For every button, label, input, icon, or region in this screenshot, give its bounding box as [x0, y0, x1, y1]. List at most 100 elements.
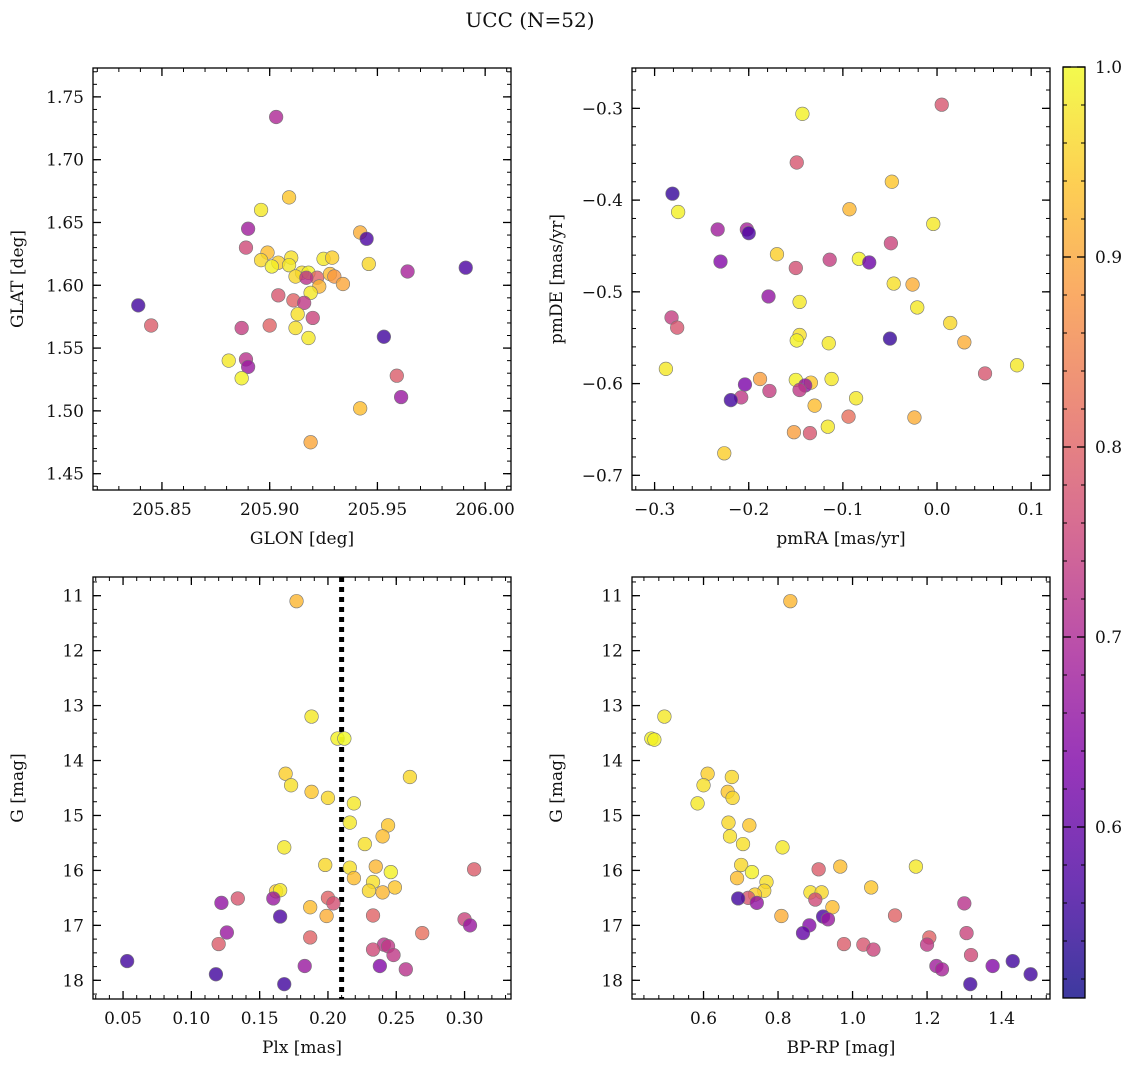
x-tick-label: 205.95: [348, 500, 407, 520]
scatter-point: [884, 174, 899, 189]
x-tick-label: 0.20: [309, 1009, 347, 1029]
scatter-point: [731, 891, 746, 906]
scatter-point: [297, 295, 312, 310]
y-tick-label: 13: [62, 697, 84, 717]
scatter-point: [301, 330, 316, 346]
y-tick-label: 17: [62, 916, 84, 936]
scatter-point: [833, 859, 848, 874]
x-axis-label: Plx [mas]: [262, 1038, 342, 1058]
scatter-point: [934, 97, 949, 112]
scatter-point: [926, 216, 941, 232]
colorbar-tick-label: 0.9: [1095, 248, 1122, 268]
scatter-point: [864, 880, 879, 895]
scatter-point: [762, 383, 777, 399]
scatter-point: [230, 891, 245, 906]
y-axis-label: GLAT [deg]: [8, 230, 28, 328]
scatter-point: [735, 836, 751, 852]
x-tick-label: 205.90: [240, 500, 299, 520]
scatter-point: [887, 908, 903, 923]
scatter-point: [219, 925, 234, 940]
scatter-point: [357, 836, 372, 852]
x-tick-label: 0.0: [924, 500, 951, 520]
major-ticks: [93, 577, 511, 999]
scatter-point: [724, 769, 739, 785]
minor-ticks: [93, 577, 511, 999]
scatter-point: [375, 829, 390, 844]
scatter-point: [786, 425, 802, 440]
scatter-points: [120, 594, 482, 992]
scatter-point: [462, 918, 478, 933]
scatter-point: [789, 333, 804, 348]
x-axis-label: pmRA [mas/yr]: [776, 529, 905, 549]
scatter-point: [883, 236, 898, 251]
scatter-point: [269, 109, 284, 125]
scatter-point: [749, 895, 764, 910]
scatter-point: [792, 294, 807, 310]
scatter-point: [820, 912, 836, 927]
scatter-point: [234, 371, 249, 386]
scatter-point: [742, 818, 757, 833]
scatter-point: [304, 709, 319, 724]
scatter-point: [342, 815, 357, 830]
y-tick-label: 1.50: [46, 402, 84, 422]
scatter-point: [277, 840, 292, 855]
scatter-point: [458, 260, 473, 275]
scatter-point: [1023, 967, 1038, 982]
scatter-point: [398, 962, 413, 977]
scatter-point: [303, 900, 318, 915]
colorbar-tick-label: 0.8: [1095, 438, 1122, 458]
y-tick-label: 14: [62, 752, 84, 772]
scatter-point: [319, 908, 334, 924]
x-tick-label: 205.85: [132, 500, 191, 520]
axes-frame: [92, 67, 512, 491]
scatter-point: [761, 289, 776, 304]
scatter-point: [277, 977, 292, 992]
scatter-point: [266, 891, 281, 906]
figure-title: UCC (N=52): [465, 8, 594, 32]
scatter-point: [337, 731, 352, 746]
scatter-point: [775, 840, 790, 855]
scatter-point: [722, 829, 738, 844]
y-tick-label: 1.75: [46, 88, 84, 108]
x-tick-label: 0.10: [172, 1009, 210, 1029]
scatter-points: [131, 109, 473, 450]
y-tick-label: 11: [601, 587, 623, 607]
scatter-point: [725, 790, 740, 805]
x-tick-label: 206.00: [455, 500, 514, 520]
x-tick-label: 0.25: [377, 1009, 415, 1029]
scatter-point: [789, 155, 804, 170]
scatter-point: [273, 909, 288, 924]
scatter-point: [400, 264, 415, 279]
x-axis-label: GLON [deg]: [250, 529, 354, 549]
scatter-point: [120, 953, 135, 969]
x-tick-label: 1.0: [839, 1009, 866, 1029]
scatter-point: [783, 594, 798, 609]
scatter-point: [211, 936, 226, 952]
major-ticks: [632, 68, 1050, 490]
colorbar-gradient: [1063, 67, 1085, 998]
scatter-point: [841, 409, 856, 424]
scatter-point: [234, 320, 249, 336]
panel-glon-glat: 205.85 205.90 205.95 206.00 1.45 1.50 1.55 1.60…: [8, 67, 515, 549]
scatter-point: [131, 298, 146, 313]
scatter-point: [241, 221, 256, 236]
scatter-point: [821, 336, 836, 351]
scatter-point: [304, 784, 319, 799]
scatter-point: [729, 871, 745, 886]
colorbar-tick-label: 0.6: [1095, 818, 1122, 838]
y-axis-label: G [mag]: [547, 753, 567, 822]
scatter-point: [957, 335, 972, 350]
scatter-point: [959, 925, 974, 941]
y-axis-label: G [mag]: [8, 753, 28, 822]
scatter-point: [387, 880, 402, 895]
minor-ticks: [632, 68, 1051, 490]
scatter-point: [394, 389, 409, 405]
scatter-point: [808, 892, 823, 907]
y-tick-label: 15: [62, 806, 84, 826]
panels: 205.85 205.90 205.95 206.00 1.45 1.50 1.55 1.60…: [8, 67, 1051, 1058]
scatter-point: [383, 864, 398, 880]
x-tick-label: 0.6: [690, 1009, 717, 1029]
scatter-point: [795, 925, 811, 941]
y-tick-label: 16: [62, 861, 84, 881]
